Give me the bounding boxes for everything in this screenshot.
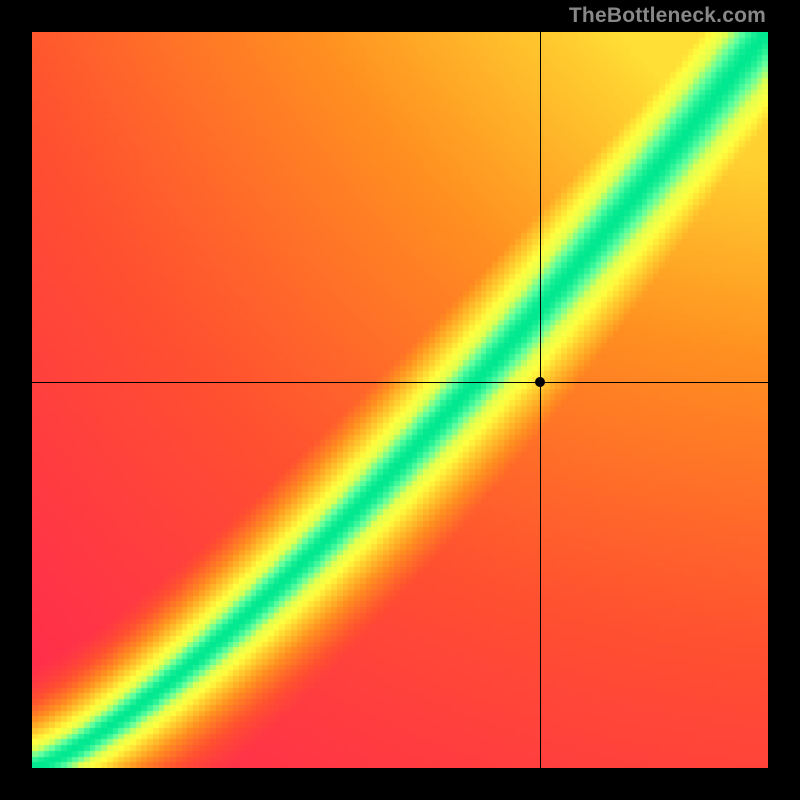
crosshair-horizontal	[32, 382, 768, 383]
heatmap-canvas	[32, 32, 768, 768]
watermark-text: TheBottleneck.com	[569, 4, 766, 28]
bottleneck-heatmap	[32, 32, 768, 768]
crosshair-vertical	[540, 32, 541, 768]
selection-marker	[535, 377, 545, 387]
